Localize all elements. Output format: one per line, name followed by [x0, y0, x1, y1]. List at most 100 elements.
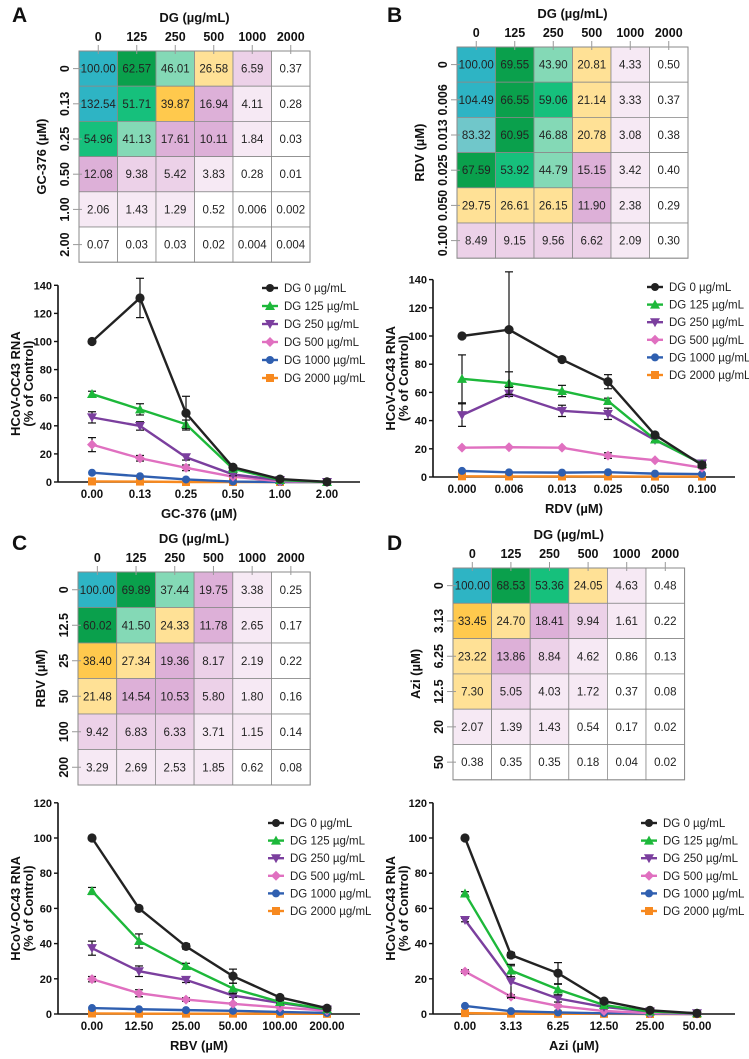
y-tick-label: 0	[436, 61, 450, 68]
circle-marker	[651, 283, 659, 291]
heatmap-cell-value: 23.22	[458, 651, 487, 663]
heatmap-cell-value: 0.86	[616, 651, 638, 663]
legend-item: DG 2000 µg/mL	[268, 906, 372, 918]
heatmap-cell	[491, 638, 531, 675]
y-tick-label: 200	[57, 757, 71, 778]
heatmap-cell-value: 18.41	[535, 616, 564, 628]
heatmap-cell-value: 100.00	[455, 581, 490, 593]
heatmap-border	[452, 567, 686, 781]
circle-marker	[228, 462, 238, 472]
heatmap-cell-value: 0.02	[203, 240, 225, 252]
heatmap-cell-value: 15.15	[577, 165, 606, 177]
heatmap-d: 100.00 68.53 53.36 24.05 4.63 0.48 33.45 24.70 1…	[408, 527, 686, 781]
legend-item: DG 1000 µg/mL	[641, 888, 745, 900]
circle-marker	[697, 460, 707, 470]
x-tick-label: 125	[500, 547, 521, 561]
diamond-marker	[504, 442, 514, 453]
y-tick-label: 80	[415, 868, 427, 880]
line-chart-d: 0 20 40 60 80 100 120 0.00 3.13 6.25 12.50 25.00 50.…	[383, 798, 745, 1053]
heatmap-cell	[77, 607, 118, 644]
heatmap-border	[77, 571, 311, 786]
heatmap-cell	[194, 121, 234, 158]
triangle-down-marker	[557, 406, 567, 416]
legend-item: DG 125 µg/mL	[647, 299, 745, 312]
heatmap-cell-value: 5.80	[202, 691, 224, 703]
legend-label: DG 2000 µg/mL	[669, 370, 749, 382]
heatmap-cell	[529, 744, 570, 781]
x-tick-label: 0.25	[175, 489, 198, 501]
heatmap-cell-value: 12.08	[84, 169, 113, 181]
triangle-up-marker	[644, 835, 654, 845]
x-axis-title: Azi (µM)	[549, 1038, 599, 1053]
heatmap-cell-value: 3.08	[619, 130, 641, 142]
triangle-down-marker	[553, 994, 563, 1004]
heatmap-cell-value: 0.62	[241, 762, 263, 774]
heatmap-cell-value: 0.40	[658, 165, 680, 177]
diamond-marker	[557, 442, 567, 453]
heatmap-cell-value: 2.53	[164, 762, 186, 774]
hexagon-marker	[554, 1008, 562, 1017]
series-line	[91, 392, 328, 484]
y-tick-label: 80	[40, 868, 52, 880]
heatmap-cell-value: 4.11	[241, 99, 263, 111]
heatmap-cell-value: 0.03	[126, 240, 148, 252]
series-line	[91, 1006, 328, 1015]
x-tick-label: 0.013	[548, 484, 577, 496]
heatmap-cell	[645, 638, 685, 675]
heatmap-cell-value: 8.84	[538, 651, 561, 663]
heatmap-cell-value: 0.50	[658, 60, 680, 72]
heatmap-cell-value: 0.03	[164, 240, 186, 252]
square-marker	[88, 1009, 96, 1018]
legend-label: DG 250 µg/mL	[669, 317, 745, 329]
heatmap-cell-value: 37.44	[160, 585, 189, 597]
diamond-marker	[603, 450, 613, 461]
triangle-down-marker	[457, 411, 467, 421]
y-axis-title: GC-376 (µM)	[34, 119, 49, 195]
diamond-marker	[228, 998, 238, 1009]
heatmap-cell	[77, 678, 118, 715]
heatmap-cell-value: 0.37	[658, 95, 680, 107]
heatmap-cell-value: 3.71	[202, 727, 224, 739]
square-marker	[604, 472, 612, 481]
heatmap-cell-value: 100.00	[459, 60, 494, 72]
legend-item: DG 250 µg/mL	[647, 317, 745, 329]
line-chart-a: 0 20 40 60 80 100 120 140 0.00 0.13 0.25 0.50 1.00 2.…	[8, 277, 366, 521]
heatmap-cell-value: 29.75	[462, 200, 491, 212]
heatmap-cell	[116, 713, 156, 750]
heatmap-cell-value: 6.33	[164, 727, 186, 739]
diamond-marker	[181, 462, 191, 473]
heatmap-cell-value: 41.50	[122, 620, 151, 632]
heatmap-cell-value: 60.95	[500, 130, 529, 142]
hexagon-marker	[266, 356, 274, 364]
heatmap-cell-value: 24.05	[574, 581, 603, 593]
heatmap-cell-value: 26.58	[199, 64, 228, 76]
y-tick-label: 0	[46, 1009, 52, 1021]
series-0	[457, 271, 707, 470]
square-marker	[135, 1009, 143, 1018]
heatmap-cell	[232, 713, 272, 750]
legend-item: DG 0 µg/mL	[262, 283, 347, 295]
heatmap-cell-value: 2.69	[125, 762, 147, 774]
hexagon-marker	[604, 468, 612, 477]
heatmap-cell-value: 4.33	[619, 60, 641, 72]
x-tick-label: 3.13	[500, 1021, 522, 1033]
y-tick-label: 0.006	[436, 84, 450, 115]
heatmap-cell-value: 0.08	[280, 762, 302, 774]
circle-marker	[87, 833, 97, 843]
triangle-up-marker	[553, 984, 563, 994]
triangle-up-marker	[181, 960, 191, 970]
heatmap-cell	[154, 678, 195, 715]
heatmap-cell-value: 54.96	[84, 134, 113, 146]
heatmap-cell	[610, 222, 650, 259]
y-tick-label: 120	[34, 308, 52, 320]
x-tick-label: 250	[165, 30, 186, 44]
x-tick-label: 0.13	[129, 489, 151, 501]
heatmap-cell	[533, 152, 573, 189]
y-tick-label: 40	[40, 421, 52, 433]
legend-item: DG 500 µg/mL	[262, 337, 360, 349]
legend-label: DG 1000 µg/mL	[669, 352, 749, 364]
x-tick-label: 50.00	[683, 1021, 712, 1033]
triangle-up-marker	[134, 935, 144, 945]
square-marker	[645, 907, 653, 915]
heatmap-cell-value: 19.36	[160, 656, 189, 668]
